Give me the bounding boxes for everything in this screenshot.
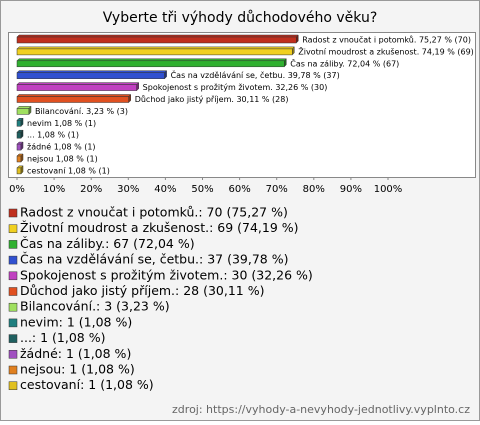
legend-swatch bbox=[8, 224, 18, 233]
legend-label: Důchod jako jistý příjem.: 28 (30,11 %) bbox=[20, 283, 265, 298]
bar bbox=[16, 58, 287, 68]
chart-title: Vyberte tři výhody důchodového věku? bbox=[103, 10, 378, 26]
bar-face bbox=[16, 84, 137, 91]
bar bbox=[16, 117, 24, 127]
legend-swatch bbox=[8, 208, 18, 218]
legend-swatch bbox=[8, 350, 18, 359]
value-label: Čas na vzdělávání se, četbu. 39,78 % (37… bbox=[171, 69, 340, 80]
legend-swatch bbox=[8, 318, 18, 328]
bar-face bbox=[284, 58, 287, 68]
plot-area bbox=[8, 32, 476, 178]
bar-face bbox=[16, 60, 285, 68]
legend-swatch bbox=[8, 302, 18, 312]
legend-swatch bbox=[8, 255, 18, 265]
bar-face bbox=[16, 106, 32, 109]
bar-face bbox=[16, 82, 140, 85]
bar-face bbox=[128, 93, 131, 104]
value-label: Životní moudrost a zkušenost. 74,19 % (6… bbox=[298, 45, 474, 56]
x-tick-label: 20% bbox=[80, 184, 102, 195]
value-label: žádné 1,08 % (1) bbox=[27, 142, 96, 152]
value-label: Čas na záliby. 72,04 % (67) bbox=[290, 57, 399, 68]
bar-face bbox=[16, 36, 297, 44]
bar bbox=[16, 129, 24, 139]
bar-face bbox=[20, 117, 24, 127]
legend-swatch bbox=[8, 381, 18, 390]
bar-face bbox=[28, 105, 32, 116]
bar-face bbox=[296, 34, 299, 44]
bar-face bbox=[16, 70, 168, 73]
source: zdroj: https://vyhody-a-nevyhody-jednotl… bbox=[172, 403, 470, 416]
bar-face bbox=[164, 70, 167, 80]
legend-label: Spokojenost s prožitým životem.: 30 (32,… bbox=[20, 267, 313, 282]
legend-swatch bbox=[8, 271, 18, 281]
bar-face bbox=[136, 81, 139, 92]
bar-face bbox=[16, 155, 22, 163]
bar bbox=[16, 141, 24, 151]
bar bbox=[16, 153, 24, 163]
bar-face bbox=[20, 141, 24, 151]
value-label: cestovaní 1,08 % (1) bbox=[27, 166, 110, 175]
bar-face bbox=[16, 72, 165, 79]
x-tick-label: 80% bbox=[303, 184, 325, 195]
legend-swatch bbox=[8, 365, 18, 375]
legend-swatch bbox=[8, 334, 18, 343]
x-tick-label: 100% bbox=[374, 184, 403, 195]
x-tick-label: 50% bbox=[191, 184, 213, 195]
bar bbox=[16, 46, 295, 56]
x-tick-label: 0% bbox=[9, 184, 25, 195]
legend-label: žádné: 1 (1,08 %) bbox=[20, 346, 131, 361]
bar bbox=[16, 70, 168, 80]
value-label: nevim 1,08 % (1) bbox=[27, 119, 96, 128]
bar-face bbox=[20, 153, 24, 163]
bar-face bbox=[16, 96, 129, 103]
x-tick-label: 40% bbox=[154, 184, 176, 195]
x-tick-label: 70% bbox=[266, 184, 288, 195]
bar-face bbox=[16, 167, 22, 175]
value-label: nejsou 1,08 % (1) bbox=[27, 155, 98, 164]
legend-label: cestovaní: 1 (1,08 %) bbox=[20, 377, 154, 392]
bar bbox=[16, 105, 32, 116]
bar-face bbox=[16, 48, 293, 56]
value-label: Spokojenost s prožitým životem. 32,26 % … bbox=[143, 83, 328, 92]
legend-label: Radost z vnoučat i potomků.: 70 (75,27 %… bbox=[20, 205, 288, 220]
bar bbox=[16, 81, 140, 92]
value-label: Důchod jako jistý příjem. 30,11 % (28) bbox=[135, 94, 289, 104]
x-tick-label: 30% bbox=[117, 184, 139, 195]
bar-face bbox=[16, 120, 22, 127]
x-tick-label: 10% bbox=[43, 184, 65, 195]
bar-face bbox=[16, 94, 132, 97]
bar-face bbox=[16, 58, 287, 62]
value-label: ... 1,08 % (1) bbox=[27, 131, 79, 140]
legend-swatch bbox=[8, 240, 18, 249]
bar-face bbox=[291, 46, 295, 56]
legend-label: nejsou: 1 (1,08 %) bbox=[20, 362, 135, 377]
legend-label: Bilancování.: 3 (3,23 %) bbox=[20, 299, 170, 314]
bar-face bbox=[20, 129, 24, 139]
x-tick-label: 90% bbox=[340, 184, 362, 195]
bar bbox=[16, 165, 24, 175]
bar-face bbox=[16, 108, 30, 115]
bar-face bbox=[16, 46, 295, 50]
legend-label: ...: 1 (1,08 %) bbox=[20, 330, 105, 345]
legend-swatch bbox=[8, 287, 18, 296]
legend-label: Životní moudrost a zkušenost.: 69 (74,19… bbox=[20, 220, 299, 235]
bar-face bbox=[16, 34, 299, 38]
bar-face bbox=[16, 131, 22, 139]
x-tick-label: 60% bbox=[228, 184, 250, 195]
bar-face bbox=[16, 143, 22, 151]
bar bbox=[16, 93, 132, 104]
bar bbox=[16, 34, 299, 44]
bar-face bbox=[20, 165, 24, 175]
value-label: Radost z vnoučat i potomků. 75,27 % (70) bbox=[302, 35, 471, 45]
legend-label: Čas na vzdělávání se, četbu.: 37 (39,78 … bbox=[20, 252, 288, 267]
legend-label: nevim: 1 (1,08 %) bbox=[20, 314, 132, 329]
legend-label: Čas na záliby.: 67 (72,04 %) bbox=[20, 236, 195, 251]
value-label: Bilancování. 3,23 % (3) bbox=[35, 107, 128, 116]
